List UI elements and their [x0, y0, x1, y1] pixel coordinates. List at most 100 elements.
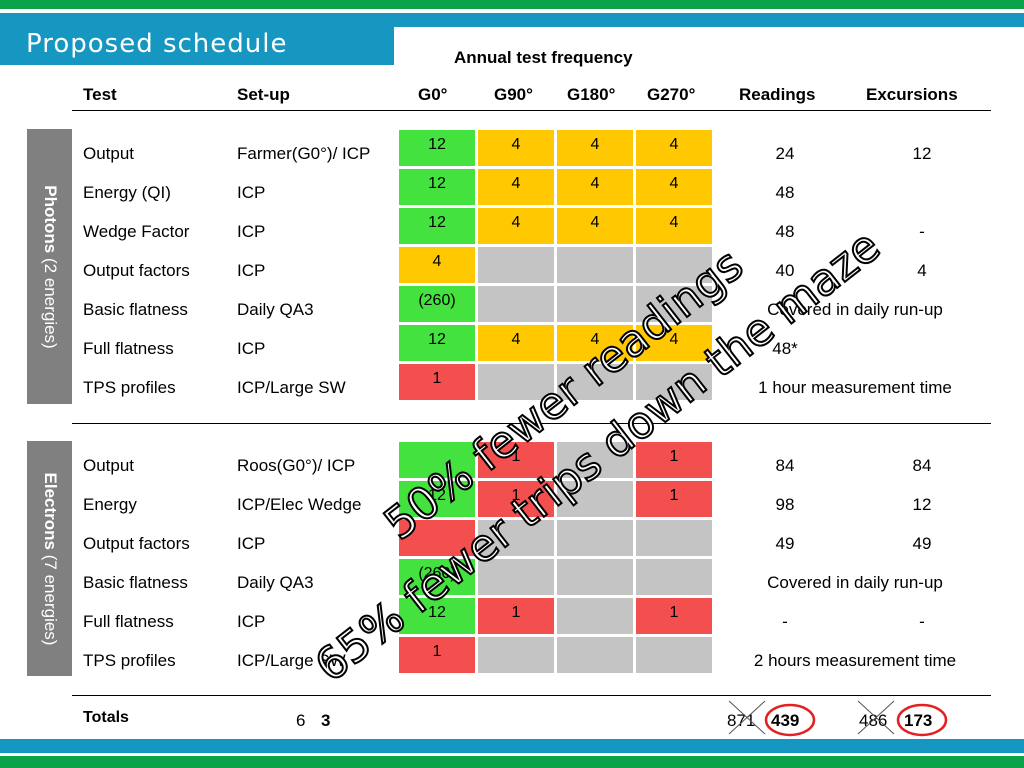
row-setup: ICP	[237, 339, 266, 358]
totals-label: Totals	[83, 709, 129, 726]
row-readings: 84	[775, 456, 795, 475]
readings-new-circle	[764, 703, 816, 737]
excursions-new-circle	[896, 703, 948, 737]
title-banner: Proposed schedule	[0, 27, 394, 65]
col-header-g0: G0°	[418, 85, 448, 104]
frequency-cell	[557, 559, 633, 595]
row-setup: ICP	[237, 612, 266, 631]
row-excursions: -	[919, 222, 925, 241]
frequency-cell	[557, 481, 633, 517]
frequency-cell	[557, 637, 633, 673]
frequency-cell	[636, 637, 712, 673]
frequency-cell: 4	[478, 208, 554, 244]
row-setup: Farmer(G0°)/ ICP	[237, 144, 371, 163]
frequency-cell: 4	[636, 208, 712, 244]
frequency-cell: 1	[478, 481, 554, 517]
bottom-stripe-green	[0, 756, 1024, 768]
frequency-cell: (260)	[399, 559, 475, 595]
row-note: Covered in daily run-up	[767, 300, 943, 319]
row-test: Basic flatness	[83, 300, 188, 319]
row-setup: Roos(G0°)/ ICP	[237, 456, 356, 475]
top-stripe-blue	[0, 13, 1024, 27]
excursions-old-strike-2	[857, 700, 895, 735]
frequency-cell: 1	[636, 481, 712, 517]
row-setup: ICP	[237, 261, 266, 280]
row-setup: Daily QA3	[237, 300, 314, 319]
frequency-cell	[557, 364, 633, 400]
frequency-cell	[399, 442, 475, 478]
row-readings: 48	[775, 183, 795, 202]
row-note: 2 hours measurement time	[753, 651, 957, 670]
frequency-cell	[478, 286, 554, 322]
row-test: Output factors	[83, 534, 190, 553]
row-excursions: 49	[912, 534, 932, 553]
frequency-cell	[557, 286, 633, 322]
frequency-cell	[478, 247, 554, 283]
frequency-cell	[557, 442, 633, 478]
top-stripe-green	[0, 0, 1024, 9]
row-readings: 49	[775, 534, 795, 553]
frequency-cell: 12	[399, 130, 475, 166]
frequency-cell	[636, 247, 712, 283]
row-test: Energy	[83, 495, 137, 514]
frequency-cell: 1	[636, 598, 712, 634]
frequency-cell: 1	[399, 637, 475, 673]
readings-old-strike-2	[728, 700, 766, 735]
col-header-g180: G180°	[567, 85, 616, 104]
row-note: 1 hour measurement time	[758, 378, 952, 397]
frequency-cell: 4	[557, 325, 633, 361]
frequency-cell: 1	[478, 598, 554, 634]
col-header-g270: G270°	[647, 85, 696, 104]
row-test: Full flatness	[83, 612, 174, 631]
readings-new: 439	[771, 711, 800, 730]
row-readings: 24	[775, 144, 795, 163]
col-header-excursions: Excursions	[866, 85, 958, 104]
frequency-cell	[636, 520, 712, 556]
frequency-cell	[636, 364, 712, 400]
row-setup: ICP/Elec Wedge	[237, 495, 362, 514]
frequency-cell: 4	[557, 208, 633, 244]
frequency-cell: 4	[636, 325, 712, 361]
frequency-cell	[636, 286, 712, 322]
frequency-cell: 1	[399, 364, 475, 400]
row-test: Output	[83, 456, 135, 475]
col-header-test: Test	[83, 85, 117, 104]
photons-side-label: Photons (2 energies)	[27, 129, 72, 404]
row-readings: 48*	[772, 339, 798, 358]
row-test: Full flatness	[83, 339, 174, 358]
row-setup: Daily QA3	[237, 573, 314, 592]
frequency-cell: 4	[399, 247, 475, 283]
row-excursions: 12	[912, 144, 932, 163]
row-setup: ICP	[237, 534, 266, 553]
frequency-cell: 4	[557, 130, 633, 166]
frequency-cell: 1	[478, 442, 554, 478]
frequency-cell: 4	[636, 169, 712, 205]
row-test: Basic flatness	[83, 573, 188, 592]
frequency-cell: 12	[399, 169, 475, 205]
frequency-cell	[478, 637, 554, 673]
frequency-cell	[478, 364, 554, 400]
frequency-cell	[557, 520, 633, 556]
frequency-cell: 4	[636, 130, 712, 166]
frequency-cell: 4	[478, 130, 554, 166]
row-setup: ICP	[237, 222, 266, 241]
row-test: TPS profiles	[83, 378, 176, 397]
row-readings: 40	[775, 261, 795, 280]
totals-divider	[72, 695, 991, 696]
col-header-g90: G90°	[494, 85, 533, 104]
electrons-side-label: Electrons (7 energies)	[27, 441, 72, 676]
section-divider	[72, 423, 991, 424]
frequency-cell: 4	[478, 325, 554, 361]
frequency-cell: 12	[399, 325, 475, 361]
row-readings: -	[782, 612, 788, 631]
frequency-cell	[478, 559, 554, 595]
row-excursions: 4	[917, 261, 927, 280]
frequency-cell: 12	[399, 481, 475, 517]
row-excursions: 84	[912, 456, 932, 475]
trips-new: 3	[321, 711, 331, 730]
row-excursions: -	[919, 612, 925, 631]
row-test: TPS profiles	[83, 651, 176, 670]
row-setup: ICP	[237, 183, 266, 202]
frequency-cell: 4	[478, 169, 554, 205]
frequency-cell: 1	[636, 442, 712, 478]
